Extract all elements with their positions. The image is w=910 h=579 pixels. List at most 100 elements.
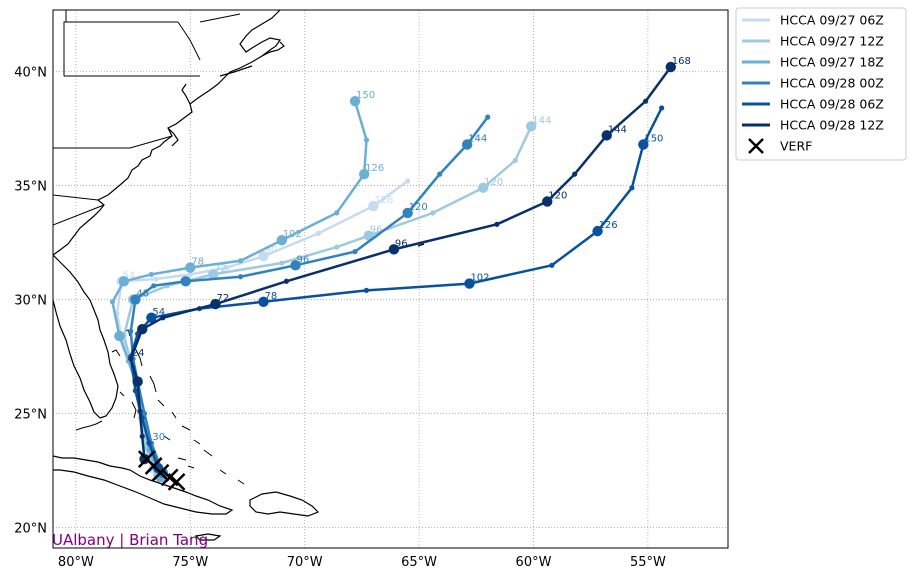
y-tick-label: 40°N	[14, 66, 47, 81]
track-point	[258, 251, 269, 262]
x-tick-label: 70°W	[287, 555, 323, 570]
forecast-hour-label: 102	[470, 273, 489, 284]
track-point	[151, 283, 157, 289]
track-point	[139, 453, 150, 465]
track-point	[290, 260, 301, 271]
track-point	[187, 271, 193, 278]
track-point	[629, 185, 635, 191]
forecast-hour-label: 126	[374, 195, 393, 206]
track-point	[315, 230, 322, 237]
track-point	[542, 196, 553, 207]
x-tick-label: 60°W	[516, 555, 552, 570]
legend-swatch-verf	[748, 138, 764, 154]
track-point	[137, 408, 143, 414]
track-point	[238, 274, 244, 280]
forecast-hour-label: 72	[216, 293, 229, 304]
track-point	[464, 278, 475, 289]
track-point	[494, 221, 500, 227]
track-point	[363, 287, 370, 293]
track-point	[461, 139, 473, 150]
forecast-hour-label: 126	[365, 163, 384, 174]
track-point	[276, 235, 288, 246]
track-point	[185, 262, 196, 273]
y-tick-label: 35°N	[14, 180, 47, 195]
track-point	[572, 171, 578, 177]
track-line	[129, 116, 489, 474]
track-point	[512, 157, 518, 164]
outer-banks	[167, 127, 179, 147]
verf-marker	[167, 473, 186, 491]
credit-text: UAlbany | Brian Tang	[52, 531, 208, 549]
track-point	[160, 315, 166, 321]
track-point	[402, 207, 413, 219]
bahamas	[111, 329, 245, 485]
track-point	[601, 130, 612, 141]
florida-keys	[75, 420, 103, 431]
jamaica	[194, 533, 222, 541]
track-point	[141, 410, 148, 417]
legend-entry-label: HCCA 09/28 00Z	[780, 76, 884, 91]
track-point	[258, 296, 269, 307]
forecast-hour-label: 144	[608, 124, 627, 135]
track-line	[129, 66, 672, 460]
legend-entry-label: VERF	[780, 139, 812, 154]
track-series: 30 48 96 120 144	[128, 114, 491, 478]
y-tick-label: 25°N	[14, 408, 47, 423]
forecast-hour-label: 72	[214, 263, 227, 274]
forecast-hour-label: 96	[370, 225, 383, 236]
forecast-hour-label: 144	[468, 134, 487, 145]
track-point	[334, 210, 340, 216]
track-point	[146, 312, 157, 323]
forecast-hour-label: 48	[136, 289, 149, 300]
track-point	[643, 98, 649, 104]
forecast-hour-label: 54	[123, 270, 136, 281]
track-point	[238, 258, 244, 264]
track-point	[224, 265, 230, 271]
track-point	[118, 276, 130, 287]
track-point	[128, 328, 134, 335]
track-point	[485, 114, 491, 120]
track-point	[405, 178, 411, 184]
track-point	[549, 262, 555, 268]
forecast-hour-label: 96	[395, 238, 408, 249]
track-point	[638, 139, 649, 150]
track-point	[352, 249, 358, 255]
forecast-hour-label: 24	[132, 348, 145, 359]
track-point	[665, 61, 676, 73]
forecast-hour-label: 120	[484, 177, 503, 188]
forecast-hour-label: 78	[191, 257, 204, 268]
legend-entry-label: HCCA 09/28 06Z	[780, 97, 884, 112]
plot-frame	[52, 9, 729, 549]
track-point	[437, 171, 443, 177]
track-series: 24 72 96 120 144 168	[128, 56, 691, 465]
long-island	[219, 65, 253, 77]
x-tick-label: 65°W	[401, 555, 437, 570]
track-point	[334, 244, 340, 250]
forecast-hour-label: 120	[409, 202, 428, 213]
track-point	[137, 323, 148, 335]
legend: HCCA 09/27 06Z HCCA 09/27 12Z HCCA 09/27 1…	[735, 7, 907, 161]
forecast-hour-label: 54	[152, 307, 165, 318]
state-borders	[53, 10, 241, 226]
track-point	[363, 137, 370, 143]
track-point	[128, 356, 134, 362]
forecast-tracks: 54 90 126 72 96 120 144 78 102 126 150 30 48 96 120 144…	[109, 56, 691, 483]
track-line	[111, 100, 368, 478]
legend-entry-label: HCCA 09/28 12Z	[780, 118, 884, 133]
track-point	[210, 298, 221, 310]
track-point	[153, 276, 159, 282]
legend-entry-label: HCCA 09/27 06Z	[780, 13, 884, 28]
x-tick-label: 75°W	[172, 555, 208, 570]
track-point	[207, 269, 219, 280]
plot-area	[53, 10, 728, 548]
hispaniola	[249, 491, 320, 517]
legend-entry-label: HCCA 09/27 12Z	[780, 34, 884, 49]
chesapeake	[181, 83, 191, 105]
axis-ticks: 80°W 75°W 70°W 65°W 60°W 55°W 20°N 25°N 30°N 35°N…	[14, 66, 666, 570]
forecast-hour-label: 78	[265, 291, 278, 302]
legend-entry-label: HCCA 09/27 18Z	[780, 55, 884, 70]
track-point	[526, 121, 537, 132]
forecast-hour-label: 168	[672, 56, 691, 67]
bermuda	[417, 243, 425, 247]
track-point	[358, 168, 370, 180]
